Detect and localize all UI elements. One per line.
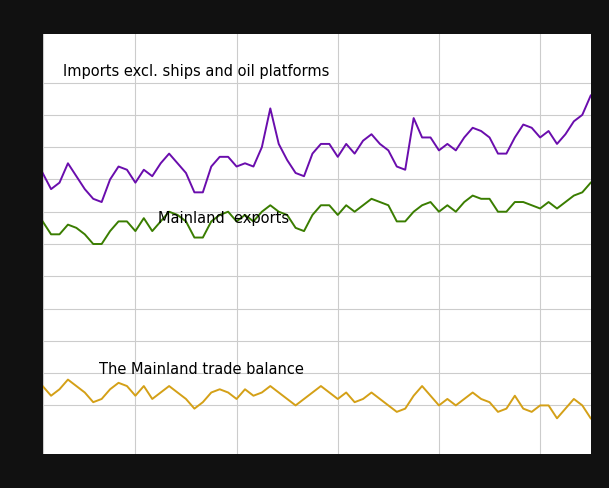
Text: Imports excl. ships and oil platforms: Imports excl. ships and oil platforms	[63, 64, 329, 80]
Text: The Mainland trade balance: The Mainland trade balance	[99, 363, 304, 377]
Text: Mainland  exports: Mainland exports	[158, 211, 289, 226]
